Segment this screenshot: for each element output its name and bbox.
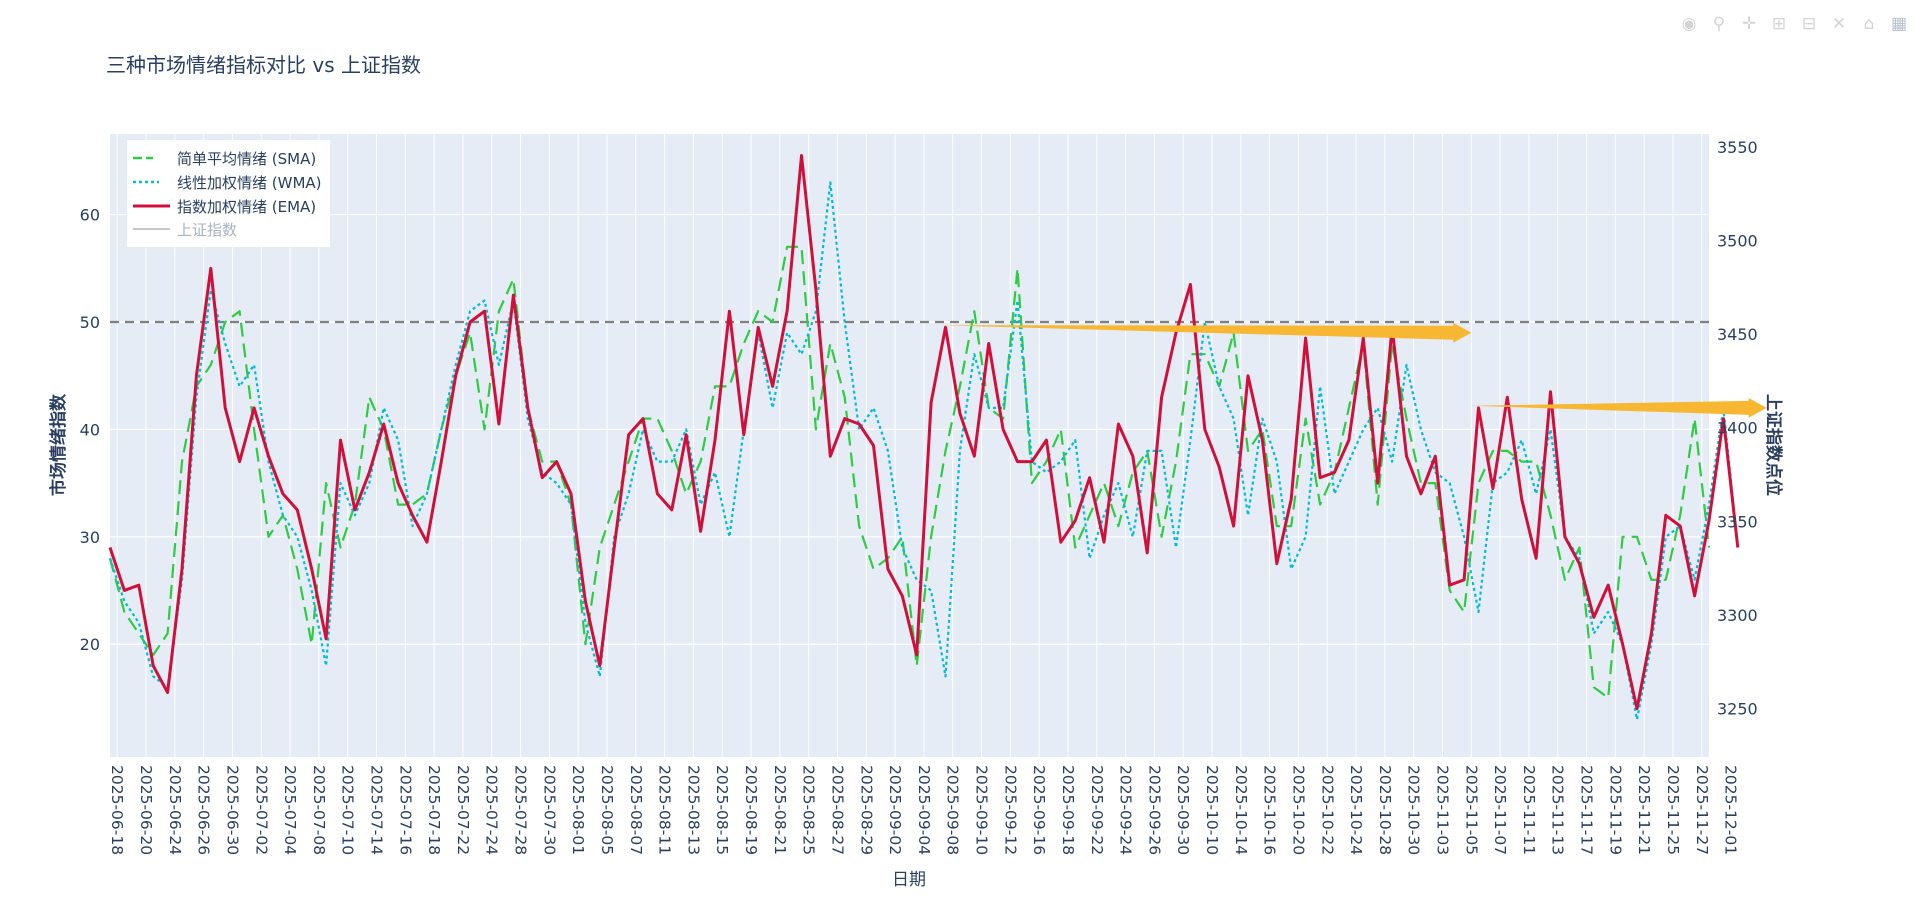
x-tick-label: 2025-07-30 xyxy=(540,765,558,855)
y2-tick-label: 3450 xyxy=(1717,325,1758,344)
legend: 简单平均情绪 (SMA) 线性加权情绪 (WMA) 指数加权情绪 (EMA) 上… xyxy=(127,140,330,247)
legend-label-wma[interactable]: 线性加权情绪 (WMA) xyxy=(177,174,322,192)
x-tick-label: 2025-08-29 xyxy=(857,765,875,855)
y-tick-label: 20 xyxy=(80,635,100,654)
x-tick-label: 2025-09-26 xyxy=(1145,765,1163,855)
x-tick-label: 2025-07-24 xyxy=(483,765,501,855)
y-axis-ticks: 20 30 40 50 60 xyxy=(80,206,100,655)
x-tick-label: 2025-07-18 xyxy=(425,765,443,855)
x-tick-label: 2025-07-04 xyxy=(281,765,299,855)
y2-tick-label: 3350 xyxy=(1717,512,1758,531)
x-tick-label: 2025-09-16 xyxy=(1030,765,1048,855)
zoom-icon[interactable]: ⚲ xyxy=(1712,14,1726,34)
x-tick-label: 2025-11-25 xyxy=(1664,765,1682,855)
x-tick-label: 2025-08-07 xyxy=(627,765,645,855)
x-tick-label: 2025-07-22 xyxy=(454,765,472,855)
x-tick-label: 2025-07-10 xyxy=(339,765,357,855)
x-tick-label: 2025-06-30 xyxy=(223,765,241,855)
x-tick-label: 2025-09-10 xyxy=(973,765,991,855)
zoom-in-icon[interactable]: ⊞ xyxy=(1771,14,1787,34)
x-tick-label: 2025-10-28 xyxy=(1376,765,1394,855)
chart-title: 三种市场情绪指标对比 vs 上证指数 xyxy=(106,53,421,77)
x-tick-label: 2025-09-04 xyxy=(915,765,933,855)
x-tick-label: 2025-10-20 xyxy=(1289,765,1307,855)
autoscale-icon[interactable]: ✕ xyxy=(1831,14,1847,34)
y-tick-label: 30 xyxy=(80,528,100,547)
x-tick-label: 2025-11-27 xyxy=(1693,765,1711,855)
x-tick-label: 2025-06-20 xyxy=(137,765,155,855)
x-tick-label: 2025-11-17 xyxy=(1578,765,1596,855)
y2-tick-label: 3400 xyxy=(1717,419,1758,438)
x-grid xyxy=(116,134,1732,757)
x-tick-label: 2025-08-11 xyxy=(656,765,674,855)
zoom-out-icon[interactable]: ⊟ xyxy=(1801,14,1817,34)
x-tick-label: 2025-07-28 xyxy=(512,765,530,855)
x-tick-label: 2025-08-15 xyxy=(713,765,731,855)
camera-icon[interactable]: ◉ xyxy=(1681,14,1697,34)
x-tick-label: 2025-11-13 xyxy=(1549,765,1567,855)
annotation-arrow xyxy=(938,322,1472,343)
y2-tick-label: 3250 xyxy=(1717,699,1758,718)
x-tick-label: 2025-06-26 xyxy=(195,765,213,855)
modebar: ◉ ⚲ ✛ ⊞ ⊟ ✕ ⌂ ▦ xyxy=(1676,12,1912,36)
y-tick-label: 50 xyxy=(80,313,100,332)
x-tick-label: 2025-11-11 xyxy=(1520,765,1538,855)
x-tick-label: 2025-09-18 xyxy=(1059,765,1077,855)
series-layer xyxy=(108,154,1740,721)
y-tick-label: 40 xyxy=(80,420,100,439)
legend-label-index[interactable]: 上证指数 xyxy=(177,221,237,239)
pan-icon[interactable]: ✛ xyxy=(1741,14,1757,34)
x-tick-label: 2025-10-22 xyxy=(1318,765,1336,855)
x-tick-label: 2025-08-27 xyxy=(829,765,847,855)
y2-tick-label: 3500 xyxy=(1717,232,1758,251)
annotation-arrow xyxy=(1471,397,1767,418)
y2-axis-title: 上证指数点位 xyxy=(1763,394,1784,496)
x-tick-label: 2025-11-05 xyxy=(1462,765,1480,855)
series-line-ema[interactable] xyxy=(108,154,1740,711)
plotly-logo-icon[interactable]: ▦ xyxy=(1890,14,1908,34)
x-tick-label: 2025-07-02 xyxy=(252,765,270,855)
y2-axis-ticks: 3250 3300 3350 3400 3450 3500 3550 xyxy=(1717,138,1758,718)
x-tick-label: 2025-08-01 xyxy=(569,765,587,855)
x-tick-label: 2025-11-03 xyxy=(1434,765,1452,855)
y2-tick-label: 3550 xyxy=(1717,138,1758,157)
x-tick-label: 2025-08-05 xyxy=(598,765,616,855)
x-tick-label: 2025-10-16 xyxy=(1261,765,1279,855)
x-tick-label: 2025-07-14 xyxy=(368,765,386,855)
x-tick-label: 2025-07-08 xyxy=(310,765,328,855)
x-tick-label: 2025-07-16 xyxy=(396,765,414,855)
x-tick-label: 2025-11-07 xyxy=(1491,765,1509,855)
x-axis-title: 日期 xyxy=(892,870,926,890)
y-tick-label: 60 xyxy=(80,206,100,225)
x-tick-label: 2025-08-25 xyxy=(800,765,818,855)
x-tick-label: 2025-09-02 xyxy=(886,765,904,855)
x-tick-label: 2025-10-10 xyxy=(1203,765,1221,855)
x-tick-label: 2025-10-30 xyxy=(1405,765,1423,855)
legend-label-sma[interactable]: 简单平均情绪 (SMA) xyxy=(177,150,316,168)
x-tick-label: 2025-10-14 xyxy=(1232,765,1250,855)
x-tick-label: 2025-09-30 xyxy=(1174,765,1192,855)
x-tick-label: 2025-09-08 xyxy=(944,765,962,855)
x-tick-label: 2025-09-22 xyxy=(1088,765,1106,855)
y-axis-title: 市场情绪指数 xyxy=(48,393,69,496)
legend-label-ema[interactable]: 指数加权情绪 (EMA) xyxy=(177,198,316,216)
x-tick-label: 2025-12-01 xyxy=(1722,765,1740,855)
x-tick-label: 2025-10-24 xyxy=(1347,765,1365,855)
x-tick-label: 2025-08-21 xyxy=(771,765,789,855)
plot-area[interactable] xyxy=(110,134,1709,757)
x-tick-label: 2025-11-19 xyxy=(1606,765,1624,855)
y2-tick-label: 3300 xyxy=(1717,606,1758,625)
x-tick-label: 2025-09-24 xyxy=(1117,765,1135,855)
x-tick-label: 2025-06-24 xyxy=(166,765,184,855)
x-tick-label: 2025-11-21 xyxy=(1635,765,1653,855)
reset-axes-icon[interactable]: ⌂ xyxy=(1863,14,1875,34)
x-tick-label: 2025-08-13 xyxy=(684,765,702,855)
x-tick-label: 2025-09-12 xyxy=(1001,765,1019,855)
x-axis-ticks: 2025-06-18 2025-06-20 2025-06-24 2025-06-26… xyxy=(108,765,1739,855)
x-tick-label: 2025-06-18 xyxy=(108,765,126,855)
x-tick-label: 2025-08-19 xyxy=(742,765,760,855)
annotation-layer xyxy=(938,322,1767,418)
